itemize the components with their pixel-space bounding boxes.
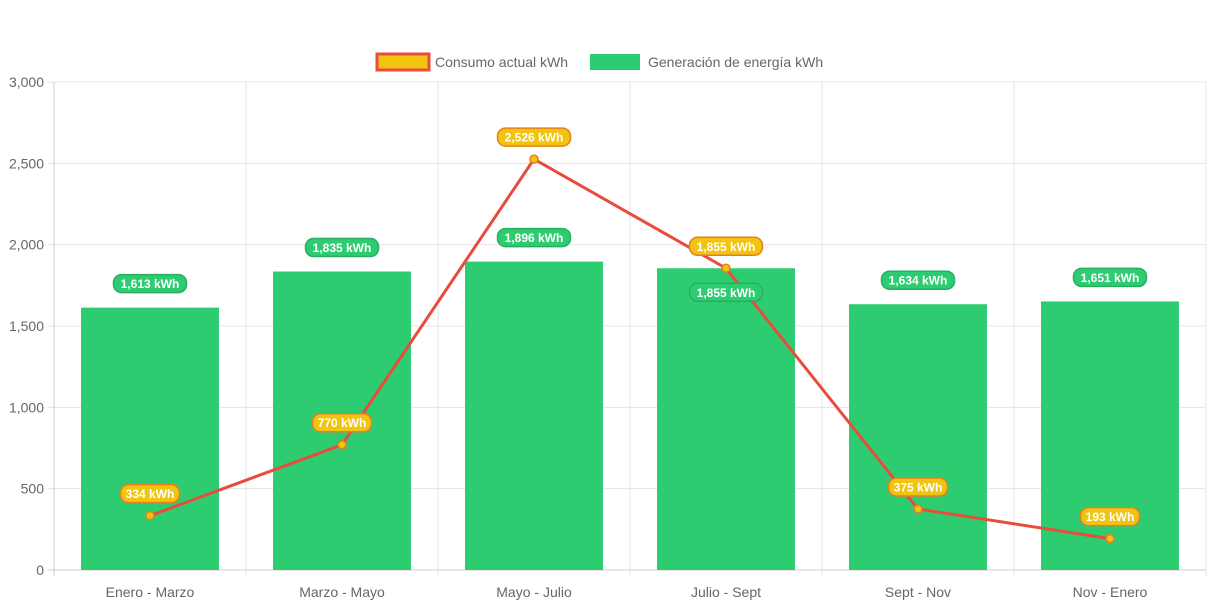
consumption-point <box>1105 533 1115 544</box>
generation-data-label: 1,613 kWh <box>121 277 180 291</box>
consumption-data-label-bg <box>1079 506 1141 527</box>
y-tick-label: 0 <box>36 562 44 578</box>
legend-label-generation: Generación de energía kWh <box>648 54 823 70</box>
legend-label-consumption: Consumo actual kWh <box>435 54 568 70</box>
generation-data-label: 1,651 kWh <box>1081 271 1140 285</box>
x-tick-label: Marzo - Mayo <box>299 584 385 600</box>
consumption-line <box>149 157 1111 541</box>
x-tick-label: Mayo - Julio <box>496 584 572 600</box>
y-tick-label: 2,000 <box>9 237 44 253</box>
x-tick-label: Julio - Sept <box>691 584 761 600</box>
y-tick-label: 1,000 <box>9 399 44 415</box>
consumption-data-label-bg <box>311 412 373 433</box>
consumption-data-label-bg <box>688 236 764 257</box>
generation-data-label-bg <box>880 270 956 290</box>
consumption-data-label: 193 kWh <box>1086 510 1135 524</box>
x-tick-label: Enero - Marzo <box>106 584 195 600</box>
consumption-data-label: 2,526 kWh <box>505 131 564 145</box>
consumption-point <box>337 439 347 450</box>
consumption-data-label: 770 kWh <box>318 416 367 430</box>
consumption-data-label-bg <box>119 483 181 504</box>
x-tick-label: Nov - Enero <box>1073 584 1148 600</box>
x-tick-label: Sept - Nov <box>885 584 951 600</box>
consumption-point <box>721 263 731 274</box>
legend-swatch-generation <box>590 54 640 70</box>
generation-data-label-bg <box>304 237 380 258</box>
generation-data-label-bg <box>496 227 572 248</box>
generation-bar <box>657 268 795 570</box>
generation-data-label: 1,855 kWh <box>697 286 756 300</box>
generation-bar <box>465 261 603 570</box>
consumption-data-label: 1,855 kWh <box>697 240 756 254</box>
consumption-data-label: 375 kWh <box>894 481 943 495</box>
y-tick-label: 500 <box>21 481 45 497</box>
generation-data-label-bg <box>688 282 764 303</box>
generation-data-label: 1,634 kWh <box>889 274 948 288</box>
consumption-point <box>145 510 155 521</box>
legend-swatch-consumption <box>375 52 431 72</box>
consumption-data-label-bg <box>496 127 572 147</box>
generation-bar <box>81 307 219 570</box>
y-tick-label: 3,000 <box>9 74 44 90</box>
consumption-data-label-bg <box>887 477 949 497</box>
generation-data-label-bg <box>1072 267 1148 288</box>
consumption-point <box>529 154 539 164</box>
generation-data-label: 1,896 kWh <box>505 231 564 245</box>
y-tick-label: 2,500 <box>9 155 44 171</box>
generation-bar <box>849 304 987 570</box>
consumption-point <box>913 504 923 514</box>
generation-data-label-bg <box>112 273 188 294</box>
consumption-data-label: 334 kWh <box>126 487 175 501</box>
y-tick-label: 1,500 <box>9 318 44 334</box>
generation-data-label: 1,835 kWh <box>313 241 372 255</box>
